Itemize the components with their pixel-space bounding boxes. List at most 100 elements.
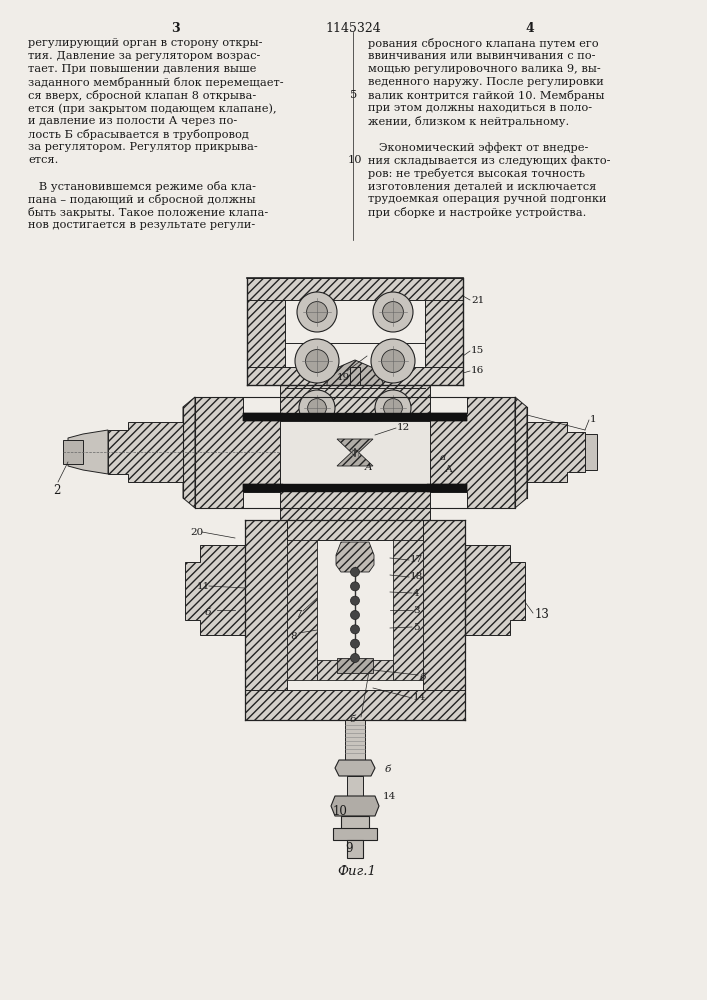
Text: тия. Давление за регулятором возрас-: тия. Давление за регулятором возрас- [28,51,260,61]
Polygon shape [247,278,463,300]
Text: 19: 19 [337,373,350,382]
Polygon shape [245,520,287,720]
Text: 18: 18 [410,572,423,581]
Text: 7: 7 [295,610,302,619]
Text: веденного наружу. После регулировки: веденного наружу. После регулировки [368,77,604,87]
Text: ввинчивания или вывинчивания с по-: ввинчивания или вывинчивания с по- [368,51,595,61]
Circle shape [373,292,413,332]
Circle shape [297,292,337,332]
Text: и давление из полости А через по-: и давление из полости А через по- [28,116,238,126]
Polygon shape [325,421,385,484]
Polygon shape [287,520,423,540]
Polygon shape [393,540,423,680]
Text: при сборке и настройке устройства.: при сборке и настройке устройства. [368,207,586,218]
Text: 1145324: 1145324 [325,22,381,35]
Polygon shape [317,660,393,680]
Text: 17: 17 [410,555,423,564]
Bar [585,434,597,470]
Text: 11: 11 [197,582,210,591]
Text: нов достигается в результате регули-: нов достигается в результате регули- [28,220,255,230]
Text: лость Б сбрасывается в трубопровод: лость Б сбрасывается в трубопровод [28,129,249,140]
Polygon shape [425,278,463,385]
Text: A: A [365,463,373,472]
Text: 10: 10 [333,805,348,818]
Circle shape [371,339,415,383]
Text: 2: 2 [53,484,60,497]
Polygon shape [183,397,195,508]
Circle shape [351,654,359,662]
Text: 4: 4 [413,589,420,598]
Text: 21: 21 [471,296,484,305]
Text: 16: 16 [471,366,484,375]
Polygon shape [247,278,285,385]
Text: 9: 9 [345,842,353,855]
Text: валик контрится гайкой 10. Мембраны: валик контрится гайкой 10. Мембраны [368,90,604,101]
Polygon shape [245,690,465,720]
Circle shape [307,302,327,322]
Text: регулирующий орган в сторону откры-: регулирующий орган в сторону откры- [28,38,262,48]
Circle shape [351,596,359,605]
Circle shape [384,399,402,417]
Circle shape [305,350,329,372]
Circle shape [351,610,359,619]
Bar [347,840,363,858]
Bar [243,413,283,421]
Polygon shape [465,545,525,635]
Text: 3: 3 [170,22,180,35]
Polygon shape [423,520,465,720]
Text: 14: 14 [383,792,396,801]
Polygon shape [287,540,317,680]
Text: быть закрыты. Такое положение клапа-: быть закрыты. Такое положение клапа- [28,207,268,218]
Text: за регулятором. Регулятор прикрыва-: за регулятором. Регулятор прикрыва- [28,142,258,152]
Polygon shape [185,545,245,635]
Text: 12: 12 [397,423,410,432]
Polygon shape [280,385,430,420]
Polygon shape [350,367,360,388]
Circle shape [299,390,335,426]
Text: рования сбросного клапана путем его: рования сбросного клапана путем его [368,38,599,49]
Text: жении, близком к нейтральному.: жении, близком к нейтральному. [368,116,569,127]
Text: пана – подающий и сбросной должны: пана – подающий и сбросной должны [28,194,256,205]
Polygon shape [331,796,379,816]
Text: 5: 5 [350,90,357,100]
Text: 14: 14 [413,693,426,702]
Text: 10: 10 [348,155,363,165]
Text: тает. При повышении давления выше: тает. При повышении давления выше [28,64,257,74]
Text: ния складывается из следующих факто-: ния складывается из следующих факто- [368,155,611,166]
Bar [243,484,467,492]
Bar [341,816,369,838]
Polygon shape [195,397,280,508]
Text: при этом должны находиться в поло-: при этом должны находиться в поло- [368,103,592,113]
Polygon shape [337,449,373,466]
Polygon shape [337,658,373,673]
Bar [243,413,467,421]
Polygon shape [247,367,463,385]
Text: заданного мембранный блок перемещает-: заданного мембранный блок перемещает- [28,77,284,88]
Bar [345,720,365,760]
Polygon shape [68,430,108,474]
Bar [63,440,83,464]
Text: ется (при закрытом подающем клапане),: ется (при закрытом подающем клапане), [28,103,276,114]
Text: б: б [350,715,356,724]
Circle shape [382,350,404,372]
Polygon shape [527,422,585,482]
Text: Фиг.1: Фиг.1 [337,865,376,878]
Circle shape [382,302,404,322]
Text: б: б [385,765,392,774]
Circle shape [308,399,327,417]
Bar [333,828,377,840]
Polygon shape [515,397,527,508]
Polygon shape [327,360,383,388]
Text: ется.: ется. [28,155,59,165]
Text: ров: не требуется высокая точность: ров: не требуется высокая точность [368,168,585,179]
Text: 13: 13 [535,608,550,621]
Text: 20: 20 [190,528,203,537]
Polygon shape [335,760,375,776]
Text: 4: 4 [525,22,534,35]
Bar [280,421,430,484]
Bar [347,776,363,796]
Circle shape [351,582,359,591]
Text: б: б [420,673,426,682]
Circle shape [375,390,411,426]
Text: изготовления деталей и исключается: изготовления деталей и исключается [368,181,597,191]
